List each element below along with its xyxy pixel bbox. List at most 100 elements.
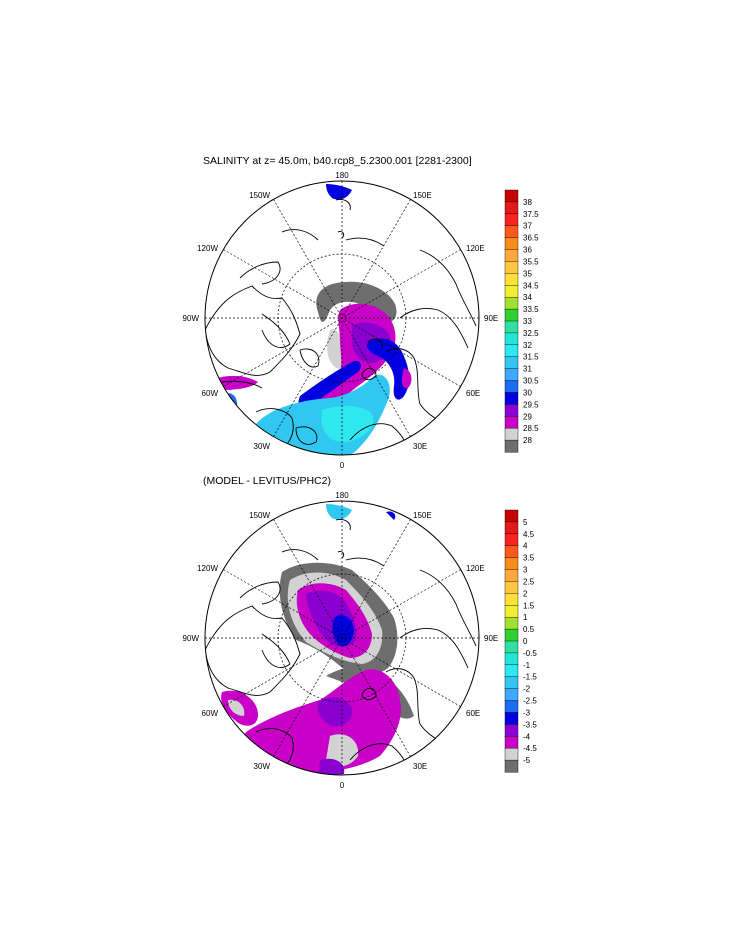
colorbar-label: -2.5	[523, 697, 537, 706]
colorbar-label: 31.5	[523, 353, 539, 362]
colorbar-swatch	[504, 747, 519, 761]
colorbar-swatch	[504, 308, 519, 322]
colorbar-label: 28.5	[523, 424, 539, 433]
colorbar: 38 37.5 37 36.5 36 35.5 35 34.5 34 33.5 33 32.5 32 31…	[504, 189, 539, 453]
colorbar-swatch	[504, 569, 519, 582]
colorbar-label: 0.5	[523, 625, 535, 634]
lon-label-90e: 90E	[484, 634, 498, 643]
colorbar-label: 3.5	[523, 554, 535, 563]
colorbar-swatch	[504, 545, 519, 559]
colorbar-swatch	[504, 249, 519, 262]
lon-label-30e: 30E	[413, 442, 427, 451]
colorbar-swatch	[504, 189, 519, 203]
colorbar-swatch	[504, 225, 519, 239]
field-blue-okhotsk	[386, 511, 396, 520]
colorbar-label: 4.5	[523, 530, 535, 539]
map-boundary	[204, 500, 480, 776]
colorbar-label: 28	[523, 436, 532, 445]
colorbar-swatch	[504, 404, 519, 417]
field-blue-core	[332, 614, 354, 647]
lon-label-150e: 150E	[413, 191, 432, 200]
lon-label-120w: 120W	[197, 564, 218, 573]
colorbar-swatch	[504, 380, 519, 393]
colorbar-label: 4	[523, 542, 528, 551]
lon-label-90w: 90W	[183, 634, 200, 643]
graticule	[205, 501, 479, 775]
colorbar-label: -0.5	[523, 649, 537, 658]
field-magenta-baffin	[218, 375, 258, 390]
colorbar-label: 30	[523, 388, 532, 397]
lon-label-150w: 150W	[249, 191, 270, 200]
colorbar-label: -4.5	[523, 744, 537, 753]
colorbar-swatch	[504, 676, 519, 690]
colorbar-swatch	[504, 332, 519, 346]
lon-label-60e: 60E	[466, 389, 480, 398]
colorbar-label: 36	[523, 246, 532, 255]
field-magenta-edge	[401, 368, 412, 389]
colorbar-label: 34	[523, 293, 532, 302]
colorbar-label: 37.5	[523, 210, 539, 219]
colorbar-swatch	[504, 521, 519, 535]
colorbar-swatch	[504, 416, 519, 429]
colorbar-label: 35	[523, 269, 532, 278]
colorbar-label: 5	[523, 518, 528, 527]
colorbar: 5 4.5 4 3.5 3 2.5 2 1.5 1 0.5 0 -0.5 -1 -1.5 -2 -2.5 -3 -…	[504, 509, 537, 773]
field-lightblue-patch	[321, 405, 374, 443]
lon-label-120w: 120W	[197, 244, 218, 253]
colorbar-swatch	[504, 581, 519, 594]
colorbar-swatch	[504, 593, 519, 606]
graticule	[205, 181, 479, 455]
panel-salinity: SALINITY at z= 45.0m, b40.rcp8_5.2300.00…	[183, 155, 540, 470]
lon-label-150w: 150W	[249, 511, 270, 520]
panel-title: (MODEL - LEVITUS/PHC2)	[203, 475, 331, 487]
colorbar-label: 1	[523, 613, 528, 622]
colorbar-label: -1	[523, 661, 531, 670]
colorbar-label: 2	[523, 589, 528, 598]
colorbar-swatch	[504, 201, 519, 215]
colorbar-swatch	[504, 261, 519, 274]
field-blue-bering	[326, 504, 352, 520]
lon-label-120e: 120E	[466, 244, 485, 253]
colorbar-label: 36.5	[523, 234, 539, 243]
colorbar-label: 32	[523, 341, 532, 350]
colorbar-swatch	[504, 736, 519, 749]
colorbar-swatch	[504, 427, 519, 441]
colorbar-label: 37	[523, 222, 532, 231]
map-field	[205, 501, 479, 775]
colorbar-swatch	[504, 356, 519, 370]
colorbar-swatch	[504, 640, 519, 654]
colorbar-swatch	[504, 439, 519, 453]
lon-label-30w: 30W	[254, 762, 271, 771]
colorbar-label: -3	[523, 708, 531, 717]
colorbar-label: 29.5	[523, 400, 539, 409]
longitude-labels: 180 150E 120E 90E 60E 30E 0 30W 60W 90W …	[183, 491, 499, 790]
colorbar-swatch	[504, 533, 519, 547]
field-magenta-atlantic	[241, 669, 401, 775]
map-field	[205, 181, 479, 455]
colorbar-label: 3	[523, 566, 528, 575]
map-boundary	[204, 180, 480, 456]
lon-label-60w: 60W	[202, 709, 219, 718]
panel-difference: (MODEL - LEVITUS/PHC2)	[183, 475, 538, 790]
colorbar-swatch	[504, 616, 519, 630]
colorbar-swatch	[504, 759, 519, 773]
colorbar-label: -5	[523, 756, 531, 765]
colorbar-label: 1.5	[523, 601, 535, 610]
lon-label-60e: 60E	[466, 709, 480, 718]
lon-label-150e: 150E	[413, 511, 432, 520]
field-lightgray-west	[228, 699, 245, 716]
colorbar-swatch	[504, 652, 519, 666]
colorbar-swatch	[504, 712, 519, 725]
colorbar-swatch	[504, 557, 519, 571]
colorbar-label: 2.5	[523, 577, 535, 586]
field-purple-bottom	[318, 758, 345, 775]
colorbar-label: -3.5	[523, 720, 537, 729]
colorbar-swatch	[504, 392, 519, 405]
colorbar-swatch	[504, 237, 519, 251]
colorbar-swatch	[504, 213, 519, 227]
colorbar-label: 38	[523, 198, 532, 207]
colorbar-label: 31	[523, 365, 532, 374]
colorbar-swatch	[504, 509, 519, 523]
colorbar-swatch	[504, 285, 519, 298]
